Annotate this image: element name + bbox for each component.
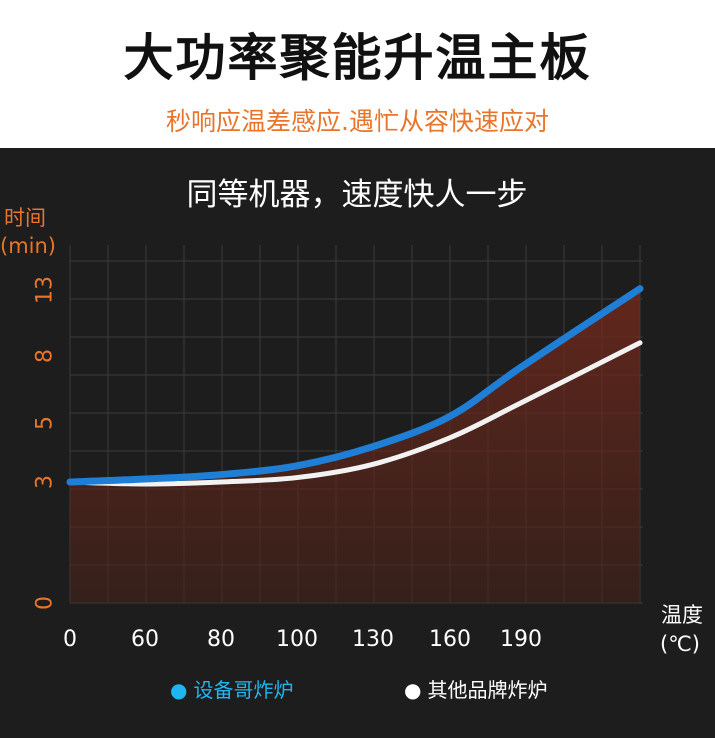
x-axis-label: 温度 xyxy=(661,603,703,627)
series-line-brand xyxy=(66,285,644,486)
y-tick-label: 0 xyxy=(33,596,58,610)
x-tick-label: 190 xyxy=(500,627,542,652)
headline: 大功率聚能升温主板 xyxy=(123,29,592,87)
y-tick-label: 13 xyxy=(33,276,58,304)
legend-dot-icon: ● xyxy=(170,678,188,702)
legend-label-other: 其他品牌炸炉 xyxy=(427,678,548,702)
y-tick-label: 5 xyxy=(33,416,58,430)
legend-item-brand: ● 设备哥炸炉 xyxy=(170,674,293,703)
x-tick-label: 100 xyxy=(276,627,318,652)
x-tick-label: 160 xyxy=(429,627,471,652)
x-tick-label: 0 xyxy=(63,627,77,652)
series-line-other xyxy=(67,340,643,487)
subheadline: 秒响应温差感应.遇忙从容快速应对 xyxy=(166,107,549,136)
x-axis-unit: (℃) xyxy=(660,632,700,656)
y-axis-label: 时间 xyxy=(4,206,46,230)
area-fill xyxy=(70,288,640,603)
y-tick-label: 3 xyxy=(33,475,58,489)
y-axis-unit: (min) xyxy=(0,234,56,258)
x-tick-label: 80 xyxy=(207,627,235,652)
legend-item-other: ● 其他品牌炸炉 xyxy=(404,674,547,703)
x-tick-label: 60 xyxy=(131,627,159,652)
y-tick-label: 8 xyxy=(33,349,58,363)
chart-title: 同等机器，速度快人一步 xyxy=(187,177,528,213)
x-tick-label: 130 xyxy=(352,627,394,652)
legend-dot-icon: ● xyxy=(404,678,422,702)
legend-label-brand: 设备哥炸炉 xyxy=(193,678,294,702)
